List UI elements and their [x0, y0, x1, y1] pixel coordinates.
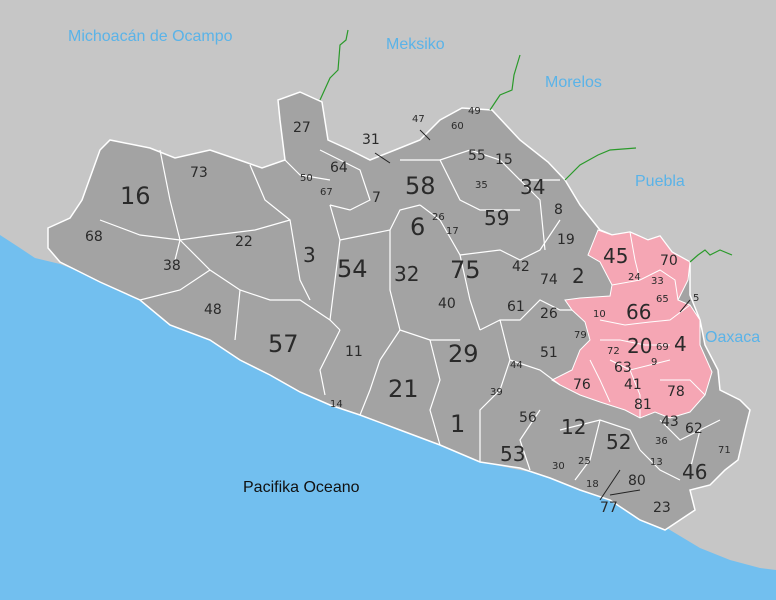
- muni-label-61: 61: [507, 299, 525, 315]
- muni-label-64: 64: [330, 160, 348, 176]
- muni-label-8: 8: [554, 202, 563, 218]
- pacific-ocean: [0, 235, 776, 600]
- muni-label-71: 71: [718, 445, 731, 456]
- muni-label-81: 81: [634, 397, 652, 413]
- muni-label-62: 62: [685, 421, 703, 437]
- muni-label-9: 9: [651, 357, 658, 368]
- label-michoacan: Michoacán de Ocampo: [68, 28, 233, 45]
- label-morelos: Morelos: [545, 74, 602, 91]
- muni-label-2: 2: [572, 264, 585, 288]
- muni-label-74: 74: [540, 272, 558, 288]
- muni-label-7: 7: [372, 190, 381, 206]
- muni-label-42: 42: [512, 259, 530, 275]
- muni-label-49: 49: [468, 106, 481, 117]
- muni-label-19: 19: [557, 232, 575, 248]
- muni-label-17: 17: [446, 226, 459, 237]
- muni-label-76: 76: [573, 377, 591, 393]
- muni-label-77: 77: [600, 500, 618, 516]
- muni-label-18: 18: [586, 479, 599, 490]
- label-oaxaca: Oaxaca: [705, 329, 761, 346]
- muni-label-23: 23: [653, 500, 671, 516]
- muni-label-6: 6: [410, 213, 426, 241]
- muni-label-48: 48: [204, 302, 222, 318]
- muni-label-70: 70: [660, 253, 678, 269]
- muni-label-60: 60: [451, 121, 464, 132]
- muni-label-38: 38: [163, 258, 181, 274]
- muni-label-20: 20: [627, 334, 653, 358]
- muni-label-33: 33: [651, 276, 664, 287]
- muni-label-27: 27: [293, 120, 311, 136]
- muni-label-44: 44: [510, 360, 523, 371]
- muni-label-75: 75: [450, 256, 481, 284]
- label-puebla: Puebla: [635, 173, 685, 190]
- muni-label-79: 79: [574, 330, 587, 341]
- muni-label-12: 12: [561, 415, 587, 439]
- muni-label-41: 41: [624, 377, 642, 393]
- muni-label-46: 46: [682, 460, 708, 484]
- muni-label-1: 1: [450, 410, 466, 438]
- muni-label-45: 45: [603, 244, 629, 268]
- muni-label-22: 22: [235, 234, 253, 250]
- muni-label-43: 43: [661, 414, 679, 430]
- muni-label-26b: 26: [540, 306, 558, 322]
- muni-label-65: 65: [656, 294, 669, 305]
- muni-label-78: 78: [667, 384, 685, 400]
- muni-label-69: 69: [656, 342, 669, 353]
- muni-label-15: 15: [495, 152, 513, 168]
- muni-label-51: 51: [540, 345, 558, 361]
- muni-label-35: 35: [475, 180, 488, 191]
- muni-label-40: 40: [438, 296, 456, 312]
- municipality-borders: [99, 149, 721, 481]
- muni-label-3: 3: [303, 243, 316, 267]
- muni-label-31: 31: [362, 132, 380, 148]
- guerrero-state: [47, 91, 751, 531]
- highlight-borders: [589, 231, 706, 418]
- muni-label-39: 39: [490, 387, 503, 398]
- muni-label-57: 57: [268, 330, 299, 358]
- muni-label-55: 55: [468, 148, 486, 164]
- muni-label-66: 66: [626, 300, 652, 324]
- muni-label-30: 30: [552, 461, 565, 472]
- muni-label-16: 16: [120, 182, 151, 210]
- muni-label-53: 53: [500, 442, 526, 466]
- muni-label-52: 52: [606, 430, 632, 454]
- muni-label-24: 24: [628, 272, 641, 283]
- muni-label-21: 21: [388, 375, 419, 403]
- muni-label-14: 14: [330, 399, 343, 410]
- muni-label-73: 73: [190, 165, 208, 181]
- muni-label-13: 13: [650, 457, 663, 468]
- muni-label-5: 5: [693, 293, 700, 304]
- muni-label-63: 63: [614, 360, 632, 376]
- muni-label-29: 29: [448, 340, 479, 368]
- label-meksiko: Meksiko: [386, 36, 445, 53]
- label-ocean: Pacifika Oceano: [243, 479, 360, 496]
- muni-label-34: 34: [520, 175, 546, 199]
- muni-label-59: 59: [484, 206, 510, 230]
- muni-label-32: 32: [394, 262, 420, 286]
- muni-label-54: 54: [337, 255, 368, 283]
- muni-label-36: 36: [655, 436, 668, 447]
- muni-label-26a: 26: [432, 212, 445, 223]
- muni-label-50: 50: [300, 173, 313, 184]
- muni-label-25: 25: [578, 456, 591, 467]
- muni-label-47: 47: [412, 114, 425, 125]
- muni-label-72: 72: [607, 346, 620, 357]
- muni-label-80: 80: [628, 473, 646, 489]
- muni-label-56: 56: [519, 410, 537, 426]
- muni-label-4: 4: [674, 332, 687, 356]
- leader-lines: [374, 129, 691, 501]
- state-borders: [319, 29, 733, 263]
- muni-label-10: 10: [593, 309, 606, 320]
- muni-label-58: 58: [405, 172, 436, 200]
- muni-label-11: 11: [345, 344, 363, 360]
- muni-label-68: 68: [85, 229, 103, 245]
- muni-label-67: 67: [320, 187, 333, 198]
